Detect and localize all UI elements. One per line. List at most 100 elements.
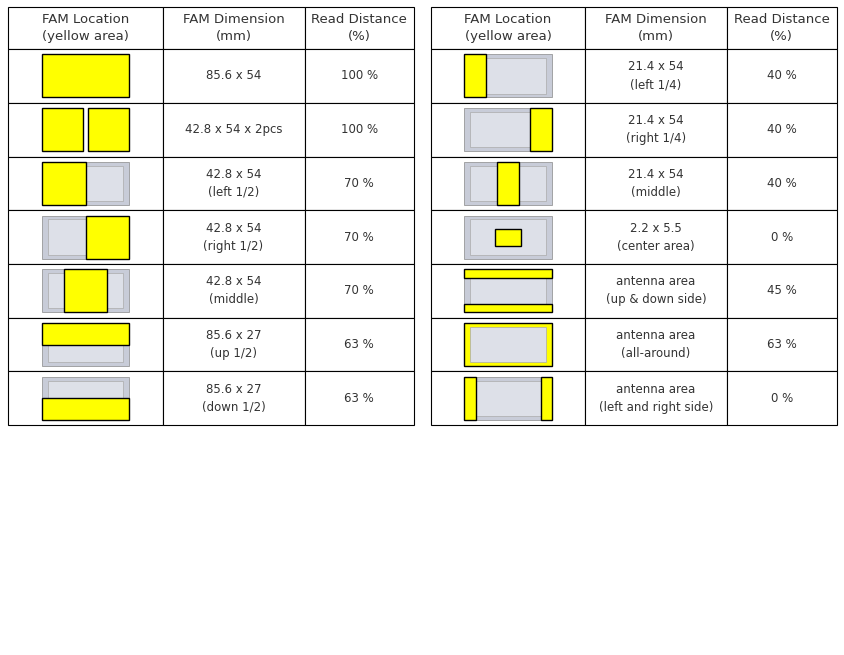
- Text: 100 %: 100 %: [340, 69, 377, 83]
- Bar: [469, 166, 545, 201]
- Text: 70 %: 70 %: [344, 177, 374, 190]
- Text: 85.6 x 27
(up 1/2): 85.6 x 27 (up 1/2): [206, 329, 261, 360]
- Bar: [41, 269, 129, 312]
- Bar: [584, 264, 726, 318]
- Text: 100 %: 100 %: [340, 123, 377, 136]
- Bar: [85, 215, 129, 259]
- Bar: [8, 210, 162, 264]
- Bar: [304, 318, 414, 371]
- Bar: [469, 219, 545, 255]
- Bar: [8, 103, 162, 157]
- Text: 40 %: 40 %: [766, 69, 796, 83]
- Text: 0 %: 0 %: [770, 392, 792, 405]
- Bar: [41, 398, 129, 420]
- Bar: [47, 219, 123, 255]
- Bar: [463, 108, 551, 151]
- Bar: [469, 327, 545, 362]
- Bar: [726, 157, 836, 210]
- Bar: [304, 49, 414, 103]
- Text: 42.8 x 54
(right 1/2): 42.8 x 54 (right 1/2): [203, 221, 263, 253]
- Bar: [162, 210, 304, 264]
- Bar: [41, 108, 84, 151]
- Bar: [41, 323, 129, 366]
- Bar: [584, 157, 726, 210]
- Bar: [430, 371, 584, 425]
- Text: antenna area
(left and right side): antenna area (left and right side): [598, 383, 712, 414]
- Bar: [304, 7, 414, 49]
- Text: 40 %: 40 %: [766, 177, 796, 190]
- Text: antenna area
(up & down side): antenna area (up & down side): [605, 275, 706, 307]
- Bar: [540, 377, 551, 420]
- Bar: [463, 323, 551, 366]
- Text: 85.6 x 27
(down 1/2): 85.6 x 27 (down 1/2): [202, 383, 265, 414]
- Bar: [63, 269, 107, 312]
- Bar: [41, 377, 129, 420]
- Bar: [496, 162, 518, 205]
- Bar: [463, 215, 551, 259]
- Bar: [726, 49, 836, 103]
- Text: FAM Location
(yellow area): FAM Location (yellow area): [42, 13, 129, 43]
- Bar: [8, 318, 162, 371]
- Bar: [304, 157, 414, 210]
- Bar: [304, 210, 414, 264]
- Bar: [430, 210, 584, 264]
- Bar: [430, 318, 584, 371]
- Bar: [584, 318, 726, 371]
- Bar: [463, 54, 551, 98]
- Bar: [41, 215, 129, 259]
- Bar: [41, 162, 129, 205]
- Bar: [463, 377, 551, 420]
- Bar: [41, 162, 85, 205]
- Bar: [726, 210, 836, 264]
- Bar: [469, 112, 545, 147]
- Bar: [41, 54, 129, 98]
- Text: 63 %: 63 %: [344, 338, 374, 351]
- Bar: [430, 264, 584, 318]
- Bar: [726, 103, 836, 157]
- Bar: [41, 323, 129, 345]
- Bar: [463, 162, 551, 205]
- Bar: [469, 381, 545, 416]
- Bar: [162, 157, 304, 210]
- Bar: [463, 54, 485, 98]
- Bar: [430, 49, 584, 103]
- Bar: [8, 157, 162, 210]
- Bar: [726, 264, 836, 318]
- Bar: [304, 103, 414, 157]
- Bar: [584, 49, 726, 103]
- Bar: [469, 327, 545, 362]
- Bar: [584, 7, 726, 49]
- Bar: [304, 264, 414, 318]
- Text: 70 %: 70 %: [344, 284, 374, 297]
- Text: 45 %: 45 %: [766, 284, 796, 297]
- Bar: [463, 304, 551, 312]
- Bar: [8, 371, 162, 425]
- Text: 85.6 x 54: 85.6 x 54: [206, 69, 261, 83]
- Bar: [8, 49, 162, 103]
- Bar: [469, 58, 545, 94]
- Bar: [726, 371, 836, 425]
- Bar: [430, 103, 584, 157]
- Text: 21.4 x 54
(right 1/4): 21.4 x 54 (right 1/4): [625, 114, 685, 145]
- Bar: [162, 7, 304, 49]
- Bar: [584, 371, 726, 425]
- Text: 70 %: 70 %: [344, 231, 374, 244]
- Text: Read Distance
(%): Read Distance (%): [733, 13, 829, 43]
- Bar: [529, 108, 551, 151]
- Bar: [463, 377, 475, 420]
- Bar: [8, 7, 162, 49]
- Bar: [47, 166, 123, 201]
- Bar: [162, 49, 304, 103]
- Bar: [47, 327, 123, 362]
- Bar: [162, 371, 304, 425]
- Text: 63 %: 63 %: [766, 338, 796, 351]
- Bar: [463, 269, 551, 312]
- Bar: [88, 108, 129, 151]
- Bar: [495, 229, 521, 246]
- Text: 21.4 x 54
(middle): 21.4 x 54 (middle): [627, 168, 683, 199]
- Text: 2.2 x 5.5
(center area): 2.2 x 5.5 (center area): [616, 221, 694, 253]
- Bar: [726, 7, 836, 49]
- Text: 42.8 x 54
(middle): 42.8 x 54 (middle): [206, 275, 261, 307]
- Text: 40 %: 40 %: [766, 123, 796, 136]
- Bar: [463, 323, 551, 366]
